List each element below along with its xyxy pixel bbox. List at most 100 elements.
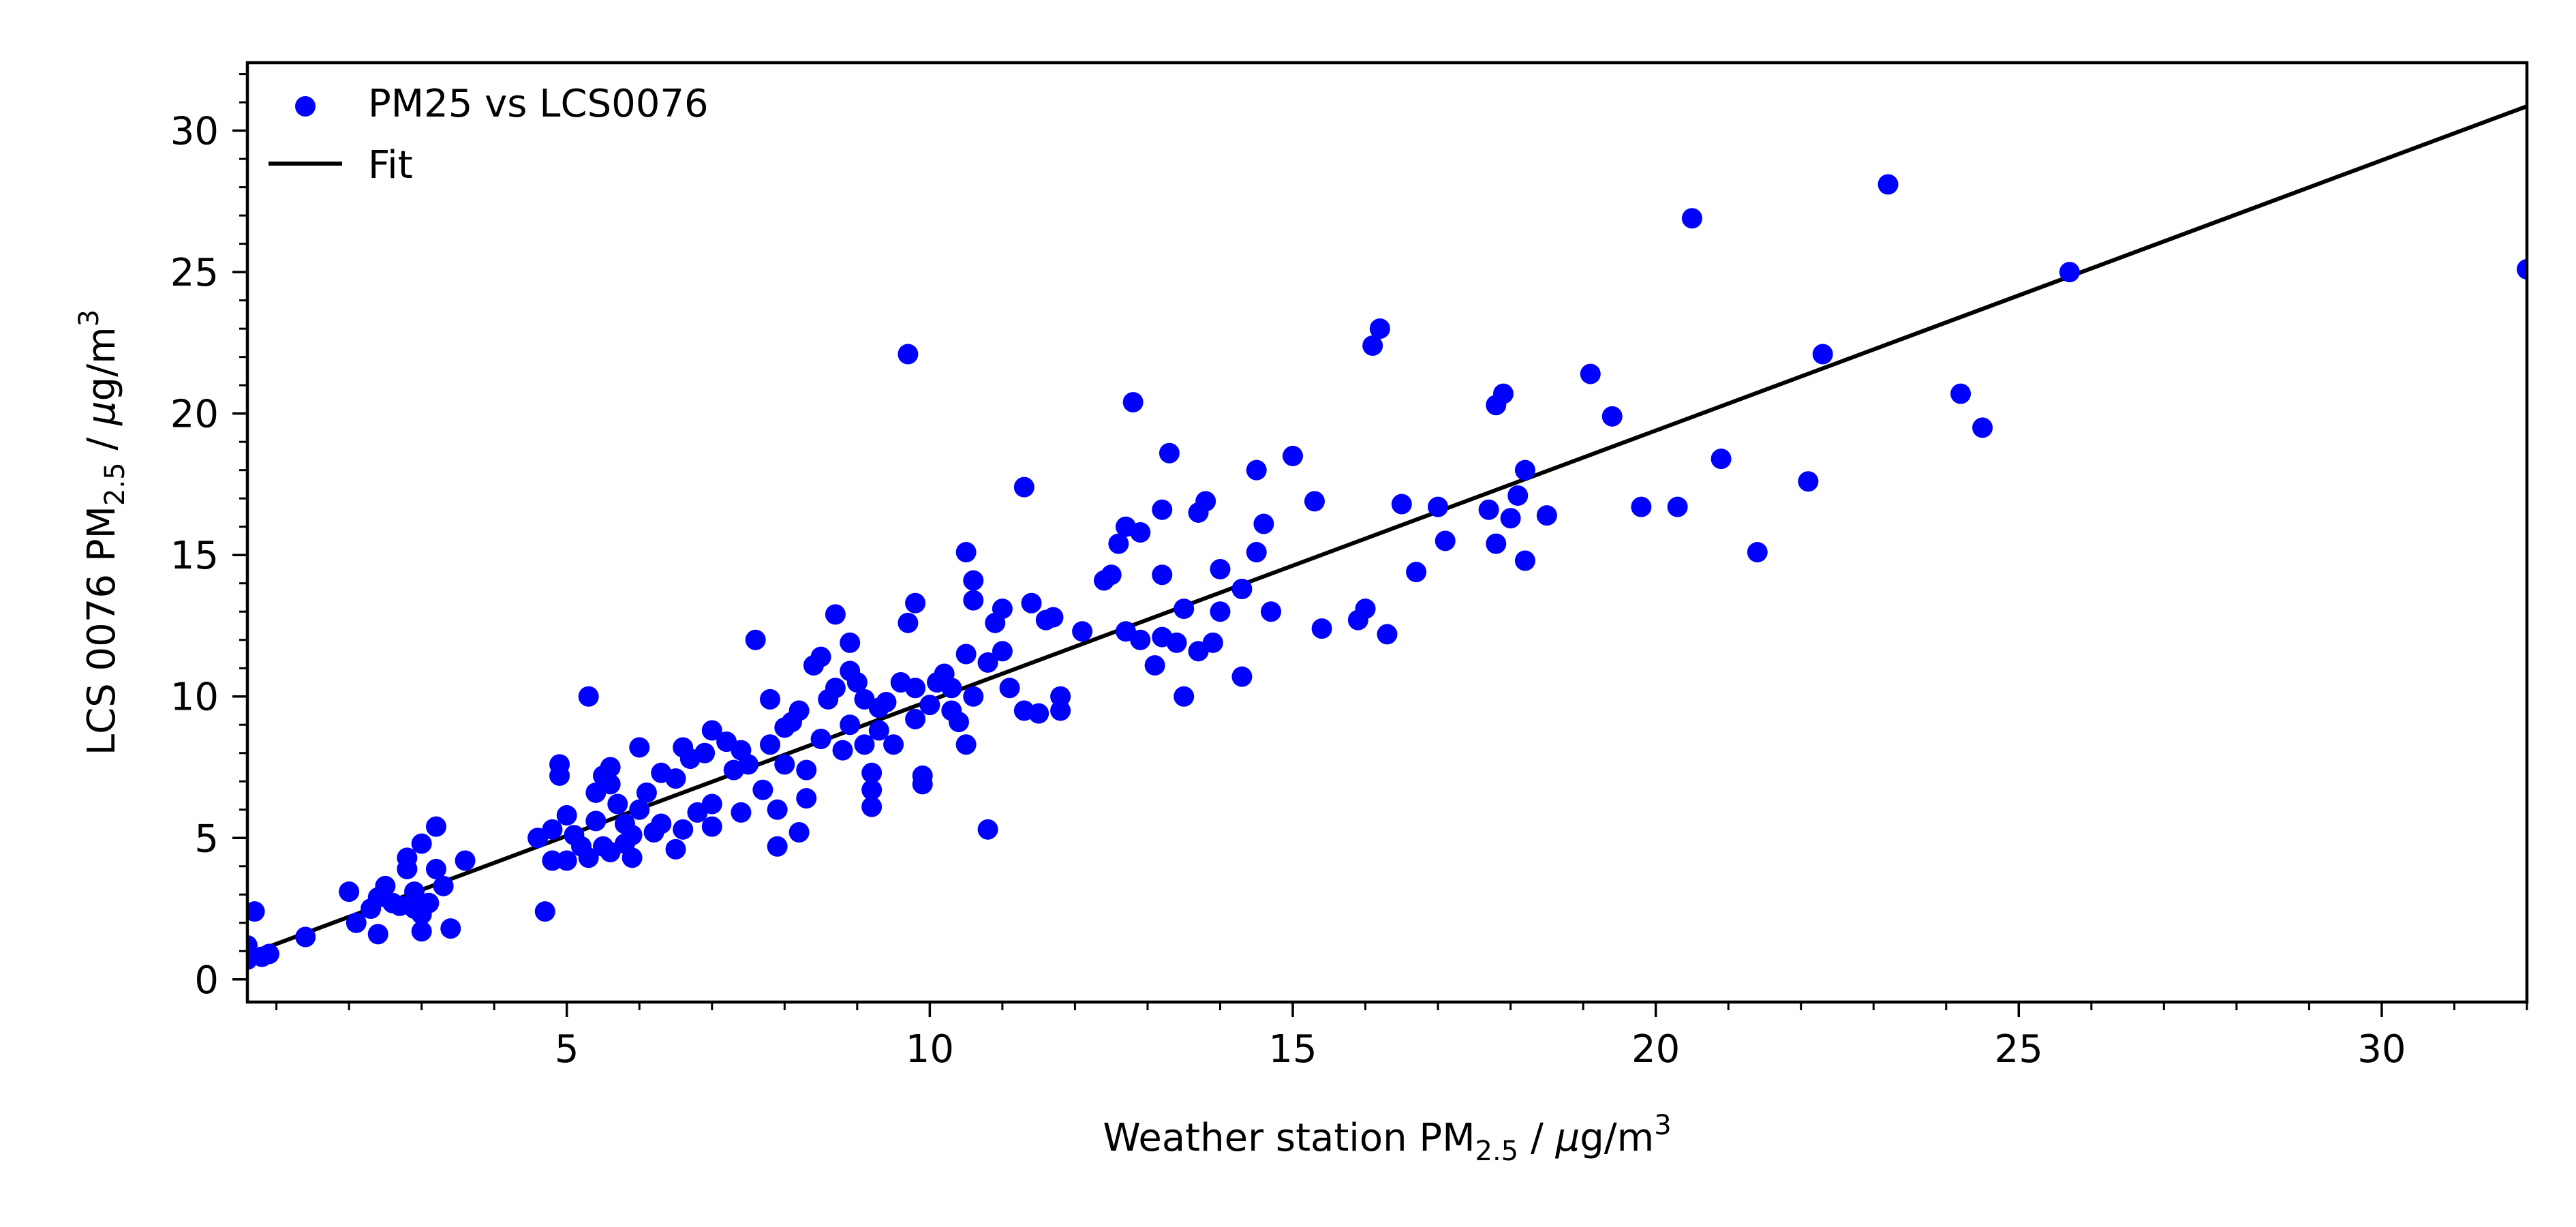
data-point [992, 641, 1013, 662]
data-point [367, 924, 388, 945]
data-point [585, 811, 607, 832]
data-point [905, 708, 926, 729]
data-point [1391, 494, 1412, 515]
data-point [745, 629, 766, 650]
data-point [425, 858, 446, 879]
plot-frame [245, 61, 2529, 1004]
y-tick-label: 0 [194, 958, 219, 1003]
data-point [1152, 499, 1173, 520]
data-point [898, 344, 919, 365]
data-point [840, 714, 861, 736]
y-tick-label: 20 [170, 393, 219, 437]
data-point [810, 728, 831, 749]
data-point [1377, 624, 1398, 645]
x-tick-label: 10 [906, 1027, 954, 1072]
x-tick-label: 30 [2357, 1027, 2406, 1072]
data-point [1972, 417, 1993, 438]
data-point [1043, 607, 1064, 628]
data-point [840, 632, 861, 653]
data-point [767, 836, 788, 857]
data-point [1210, 558, 1231, 579]
data-point [825, 604, 846, 625]
data-point [440, 918, 461, 939]
data-point [1050, 700, 1071, 721]
data-point [1877, 174, 1899, 195]
data-point [948, 712, 969, 733]
data-point [258, 943, 279, 965]
data-point [694, 742, 716, 763]
data-point [846, 671, 868, 693]
data-point [1500, 508, 1521, 529]
data-point [1130, 629, 1151, 650]
data-point [247, 901, 265, 922]
data-point [1711, 449, 1732, 470]
data-point [1210, 601, 1231, 622]
x-axis-title: Weather station PM2.5 / μg/m3 [1103, 1110, 1671, 1167]
data-point [701, 793, 722, 815]
data-point [673, 819, 694, 840]
legend: PM25 vs LCS0076 Fit [269, 82, 709, 187]
y-tick-label: 25 [170, 251, 219, 295]
data-point [861, 796, 883, 817]
x-axis-label: Weather station PM2.5 / μg/m3 [1103, 1110, 1671, 1167]
data-point [1195, 491, 1216, 512]
data-point [1261, 601, 1282, 622]
data-point [861, 762, 883, 783]
data-point [876, 692, 897, 713]
legend-label-scatter: PM25 vs LCS0076 [368, 82, 709, 126]
data-point [955, 542, 977, 563]
data-point [600, 774, 621, 795]
data-point [1021, 592, 1042, 614]
y-tick-label: 15 [170, 534, 219, 578]
data-point [788, 821, 810, 843]
data-point [1355, 599, 1376, 620]
data-point [854, 734, 875, 755]
data-point [1536, 505, 1557, 526]
data-point [738, 754, 759, 775]
data-point [905, 592, 926, 614]
data-point [898, 612, 919, 633]
data-point [1435, 530, 1456, 551]
x-tick-label: 5 [555, 1027, 579, 1072]
data-point [1122, 392, 1144, 413]
data-point [760, 734, 781, 755]
data-point [339, 881, 360, 903]
data-point [868, 720, 889, 741]
data-point [1580, 363, 1601, 384]
data-point [1101, 564, 1122, 586]
data-point [977, 819, 998, 840]
data-point [796, 759, 817, 781]
data-point [1681, 208, 1702, 229]
data-point [651, 813, 672, 834]
data-point [425, 816, 446, 837]
data-point [941, 678, 962, 699]
data-point [295, 926, 316, 948]
plot-area: 5 10 15 20 25 30 0 5 10 15 20 25 30 [170, 61, 2529, 1072]
data-point [1362, 335, 1383, 357]
data-point [963, 590, 984, 611]
data-point [905, 678, 926, 699]
data-point [665, 838, 686, 860]
data-point [1202, 632, 1223, 653]
data-point [607, 793, 628, 815]
data-point [1013, 476, 1034, 498]
data-point [752, 779, 773, 800]
data-point [1507, 485, 1529, 506]
y-tick-label: 30 [170, 110, 219, 154]
x-tick-label: 15 [1268, 1027, 1317, 1072]
data-point [999, 678, 1020, 699]
data-point [1028, 703, 1049, 724]
fit-line [247, 104, 2527, 957]
data-point [1478, 499, 1499, 520]
data-point [629, 737, 650, 758]
data-point [397, 847, 418, 868]
x-tick-label: 20 [1631, 1027, 1680, 1072]
y-axis-label: LCS 0076 PM2.5 / μg/m3 [74, 309, 131, 755]
data-point [1231, 579, 1253, 600]
data-point [1072, 621, 1093, 642]
data-point [774, 754, 795, 775]
data-point [622, 825, 643, 846]
data-point [1631, 496, 1652, 517]
data-point [1514, 459, 1535, 481]
